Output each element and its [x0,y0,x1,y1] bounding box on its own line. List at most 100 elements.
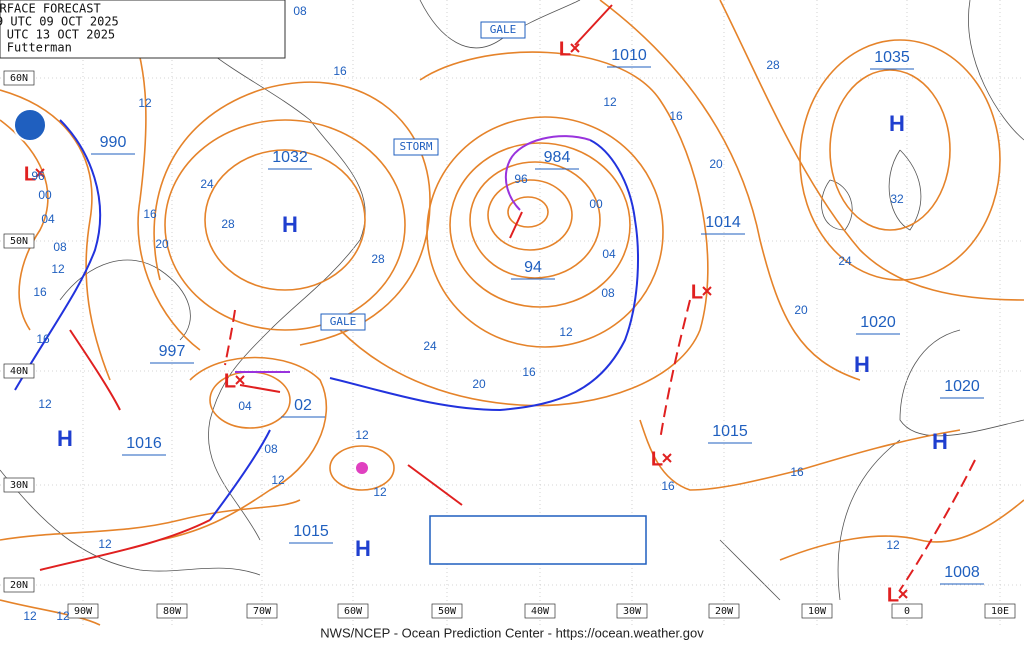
lat-label-box [3,70,35,86]
isobar-label: 24 [423,339,437,353]
longitude-label: 50W [438,606,457,617]
header-box [0,0,286,59]
isobar-label: 08 [53,240,67,254]
isobar-label: 20 [155,237,169,251]
latitude-label: 50N [10,236,28,247]
high-center: H [355,536,371,561]
lat-label-box [3,233,35,249]
warning-label: GALE [330,315,357,328]
longitude-label: 10W [808,606,827,617]
low-center: L [691,281,703,303]
low-cross [898,589,908,599]
low-center: L [224,370,236,392]
longitude-label: 60W [344,606,363,617]
isobar-label: 16 [522,365,536,379]
isobar-label: 16 [36,332,50,346]
lon-label-box [708,603,740,619]
isobar-label: 24 [838,254,852,268]
header-line: 96-HOUR SURFACE FORECAST [0,2,101,16]
isobar-label: 08 [601,286,615,300]
fronts [14,4,976,591]
isobar-label: 12 [886,538,900,552]
isobar-label: 04 [41,212,55,226]
low-cross [235,375,245,385]
centers: 1020 [944,378,980,395]
centers: 1014 [705,214,741,231]
low-cross [570,43,580,53]
isobar-label: 08 [264,442,278,456]
isobar-label: 12 [138,96,152,110]
centers: 1016 [126,435,162,452]
latitude-label: 40N [10,366,28,377]
high-center: H [889,111,905,136]
isobar-label: 96 [31,169,45,183]
longitude-label: 90W [74,606,93,617]
isobar-label: 12 [23,609,37,623]
latitude-label: 60N [10,73,28,84]
isobar-label: 20 [709,157,723,171]
low-cross [702,286,712,296]
lon-label-box [891,603,923,619]
warning-box [320,313,366,331]
centers: 1032 [272,149,308,166]
isobar-label: 28 [766,58,780,72]
low-cross [662,453,672,463]
coastlines [0,0,1024,601]
isobar-label: 12 [56,609,70,623]
isobar-label: 00 [589,197,603,211]
isobar-label: 24 [200,177,214,191]
isobar-label: 08 [293,4,307,18]
isobar-label: 16 [790,465,804,479]
lat-label-box [3,577,35,593]
lon-label-box [431,603,463,619]
isobar-label: 12 [38,397,52,411]
isobar-label: 16 [143,207,157,221]
isobar-label: 12 [98,537,112,551]
isobar-label: 12 [271,473,285,487]
latitude-label: 20N [10,580,28,591]
isobar-label: 28 [221,217,235,231]
low-center: L [24,163,36,185]
advisory-box [429,515,647,565]
isobar-label: 04 [602,247,616,261]
centers: 1008 [944,564,980,581]
centers: 1035 [874,49,910,66]
lon-label-box [246,603,278,619]
hurricane-symbol [356,462,368,474]
isobar-label: 04 [238,399,252,413]
centers: 1015 [712,423,748,440]
header-line: VALID: 12:00 UTC 13 OCT 2025 [0,28,115,42]
isobar-label: 28 [371,252,385,266]
high-center: H [932,429,948,454]
isobar-label: 16 [333,64,347,78]
longitude-label: 80W [163,606,182,617]
high-center: H [282,212,298,237]
lat-label-box [3,363,35,379]
centers: 94 [524,259,542,276]
footer: NWS/NCEP - Ocean Prediction Center - htt… [320,625,704,640]
low-center: L [651,448,663,470]
low-cross [35,168,45,178]
longitude-label: 40W [531,606,550,617]
longitude-label: 0 [904,606,910,617]
lon-label-box [616,603,648,619]
low-center: L [887,584,899,606]
lon-label-box [156,603,188,619]
longitude-label: 70W [253,606,272,617]
centers: 997 [159,343,186,360]
centers: 1010 [611,47,647,64]
lon-label-box [801,603,833,619]
isobar-label: 12 [355,428,369,442]
lon-label-box [984,603,1016,619]
low-center: L [559,38,571,60]
centers: 990 [100,134,127,151]
noaa-logo [13,108,47,142]
centers: 02 [294,397,312,414]
header-line: ISSUED: 21:59 UTC 09 OCT 2025 [0,15,119,29]
warning-box [393,138,439,156]
centers: 984 [544,149,571,166]
isobar-label: 16 [33,285,47,299]
warning-box [480,21,526,39]
longitude-label: 30W [623,606,642,617]
